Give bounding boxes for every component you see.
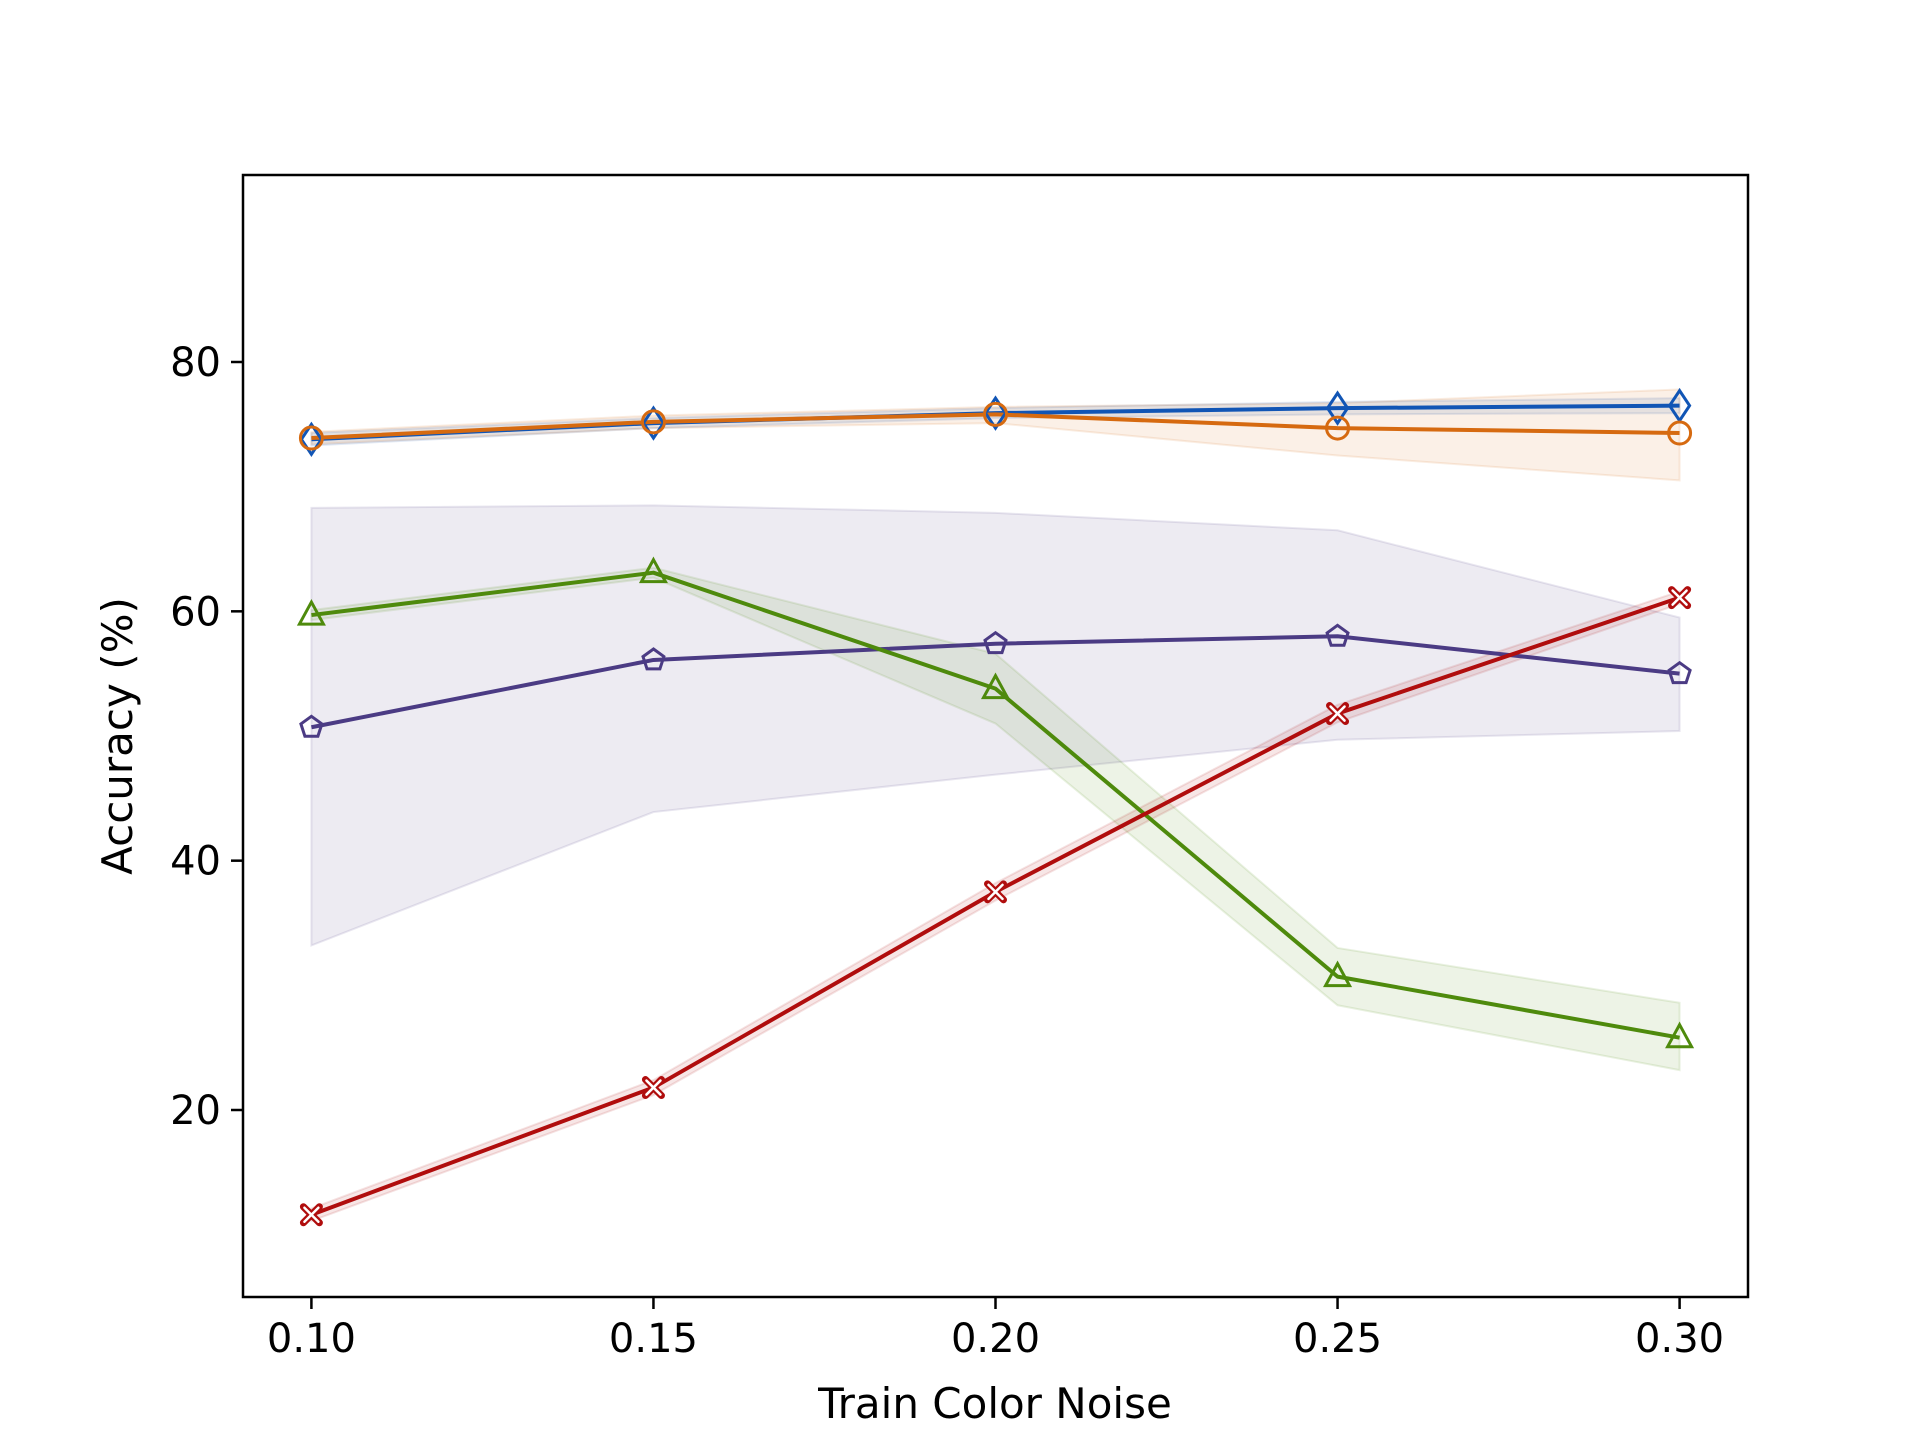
y-axis-label: Accuracy (%) [93, 597, 142, 875]
band-green-triangle [310, 566, 1681, 1072]
point-orange-circle-1 [640, 409, 666, 435]
point-green-triangle-3 [1323, 960, 1353, 988]
point-green-triangle-2 [980, 672, 1011, 700]
y-tick-label-3: 80 [170, 340, 221, 386]
point-red-x-0 [299, 1203, 323, 1227]
point-orange-circle-0 [298, 425, 324, 451]
point-orange-circle-2 [983, 401, 1008, 427]
line-green-triangle [311, 570, 1680, 1040]
x-axis-label: Train Color Noise [817, 1379, 1172, 1428]
point-purple-pentagon-0 [299, 714, 324, 738]
x-tick-label-3: 0.25 [1293, 1316, 1382, 1362]
point-blue-diamond-0 [299, 421, 324, 457]
point-blue-diamond-2 [983, 395, 1008, 431]
x-tick-label-0: 0.10 [267, 1316, 356, 1362]
point-green-triangle-0 [296, 598, 326, 626]
point-red-x-0-inner-b [303, 1206, 320, 1223]
y-tick-label-0: 20 [170, 1088, 221, 1134]
band-purple-pentagon [310, 504, 1681, 947]
point-red-x-4 [1668, 586, 1692, 610]
point-red-x-2-inner-b [987, 883, 1004, 901]
band-orange-circle [310, 388, 1681, 482]
point-green-triangle-4 [1665, 1021, 1695, 1049]
point-red-x-3-inner-b [1329, 705, 1346, 722]
point-red-x-3 [1326, 702, 1350, 726]
point-red-x-4-inner-b [1671, 589, 1688, 606]
point-blue-diamond-3 [1325, 390, 1350, 426]
point-purple-pentagon-3 [1325, 623, 1350, 647]
point-purple-pentagon-1 [641, 647, 666, 671]
y-tick-label-2: 60 [170, 589, 221, 635]
point-purple-pentagon-4 [1667, 660, 1692, 685]
point-red-x-1 [641, 1076, 665, 1100]
point-orange-circle-3 [1325, 415, 1351, 441]
y-tick-label-1: 40 [170, 839, 221, 885]
x-tick-label-2: 0.20 [951, 1316, 1040, 1362]
x-tick-label-1: 0.15 [609, 1316, 698, 1362]
x-axis-ticks: 0.10 0.15 0.20 0.25 0.30 [267, 1297, 1724, 1362]
line-purple-pentagon [311, 634, 1680, 730]
point-blue-diamond-1 [641, 405, 666, 441]
y-axis-ticks: 20 40 60 80 [170, 340, 243, 1134]
point-orange-circle-4 [1667, 420, 1693, 446]
point-red-x-2 [984, 880, 1007, 904]
series-markers [296, 387, 1695, 1227]
x-tick-label-4: 0.30 [1635, 1316, 1724, 1362]
point-green-triangle-1 [638, 556, 668, 584]
series-lines [310, 403, 1681, 1217]
point-red-x-1-inner-b [645, 1079, 662, 1096]
line-orange-circle [311, 412, 1680, 441]
point-purple-pentagon-2 [983, 630, 1008, 655]
band-red-x [310, 590, 1681, 1223]
